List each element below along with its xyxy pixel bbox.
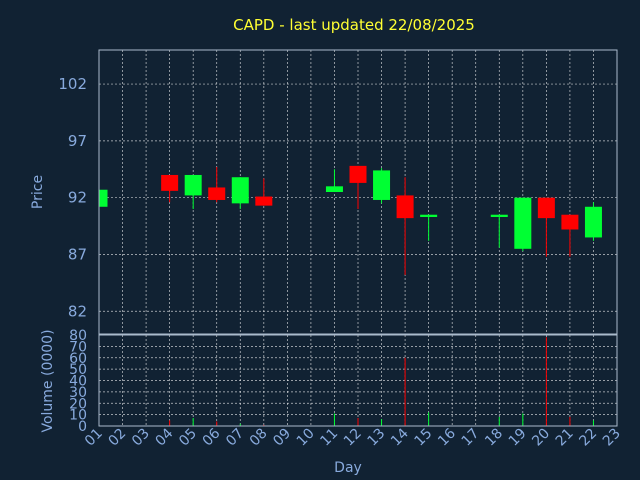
candle-body bbox=[561, 214, 579, 230]
price-tick-label: 97 bbox=[68, 132, 87, 150]
price-tick-label: 87 bbox=[68, 245, 87, 263]
candle-body bbox=[396, 195, 414, 219]
volume-tick-label: 40 bbox=[69, 374, 87, 390]
candle-body bbox=[373, 170, 391, 200]
x-tick-label: 19 bbox=[506, 426, 530, 450]
x-tick-label: 08 bbox=[247, 426, 271, 450]
x-tick-label: 03 bbox=[129, 426, 153, 450]
x-axis: 01 02 03 04 05 06 07 08 09 10 11 12 13 14 15 16 17 18 19 20… bbox=[82, 425, 624, 449]
candle-body bbox=[514, 197, 532, 249]
candle-body bbox=[208, 187, 226, 200]
candle-body bbox=[325, 186, 343, 192]
x-tick-label: 02 bbox=[105, 426, 129, 450]
volume-tick-label: 20 bbox=[69, 396, 87, 412]
x-tick-label: 13 bbox=[364, 426, 388, 450]
x-tick-label: 21 bbox=[553, 426, 577, 450]
x-tick-label: 17 bbox=[459, 426, 483, 450]
price-axis-label: Price bbox=[30, 175, 46, 209]
price-tick-label: 92 bbox=[68, 189, 87, 207]
volume-plot-border bbox=[98, 334, 618, 427]
x-tick-label: 14 bbox=[388, 425, 412, 449]
volume-axis-label: Volume (0000) bbox=[40, 329, 56, 432]
volume-tick-label: 70 bbox=[69, 339, 87, 355]
candle-body bbox=[184, 174, 202, 196]
candle-body bbox=[420, 214, 438, 217]
x-tick-label: 11 bbox=[317, 426, 341, 450]
x-tick-label: 05 bbox=[176, 426, 200, 450]
x-axis-label: Day bbox=[334, 460, 362, 476]
candle-body bbox=[255, 196, 273, 206]
candle-body bbox=[231, 177, 249, 204]
volume-tick-label: 60 bbox=[69, 351, 87, 367]
price-panel: 82 87 92 97 102 bbox=[58, 49, 618, 335]
x-tick-label: 18 bbox=[482, 426, 506, 450]
chart-title: CAPD - last updated 22/08/2025 bbox=[233, 16, 475, 34]
volume-tick-label: 80 bbox=[69, 328, 87, 344]
volume-tick-label: 0 bbox=[78, 419, 87, 435]
x-tick-label: 22 bbox=[576, 426, 600, 450]
x-tick-label: 06 bbox=[200, 425, 224, 449]
candle-body bbox=[161, 174, 179, 191]
candle-body bbox=[349, 165, 367, 183]
candle-body bbox=[537, 197, 555, 219]
candle-body bbox=[490, 214, 508, 217]
x-tick-label: 15 bbox=[412, 426, 436, 450]
volume-tick-label: 10 bbox=[69, 408, 87, 424]
price-tick-label: 102 bbox=[58, 75, 87, 93]
x-tick-label: 12 bbox=[341, 426, 365, 450]
x-tick-label: 16 bbox=[435, 425, 459, 449]
x-tick-label: 04 bbox=[153, 425, 177, 449]
price-plot-border bbox=[98, 49, 618, 335]
volume-tick-label: 50 bbox=[69, 362, 87, 378]
volume-tick-label: 30 bbox=[69, 385, 87, 401]
candle-body bbox=[99, 189, 108, 207]
x-tick-label: 09 bbox=[270, 426, 294, 450]
x-tick-label: 07 bbox=[223, 426, 247, 450]
x-tick-label: 23 bbox=[600, 426, 624, 450]
x-tick-label: 20 bbox=[529, 426, 553, 450]
candle-body bbox=[584, 206, 602, 238]
x-tick-label: 10 bbox=[294, 426, 318, 450]
price-tick-label: 82 bbox=[68, 302, 87, 320]
